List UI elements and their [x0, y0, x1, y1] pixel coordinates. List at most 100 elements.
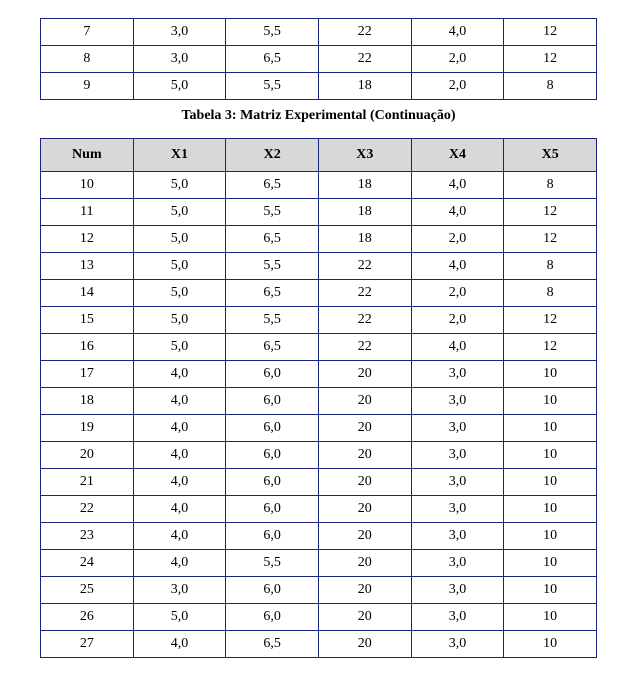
table-cell: 5,0 — [133, 73, 226, 100]
table-cell: 6,5 — [226, 280, 319, 307]
column-header: X1 — [133, 139, 226, 172]
table-cell: 20 — [318, 550, 411, 577]
table-cell: 20 — [318, 496, 411, 523]
table-row: 224,06,0203,010 — [41, 496, 597, 523]
table-cell: 20 — [318, 388, 411, 415]
table-cell: 12 — [504, 307, 597, 334]
table-cell: 19 — [41, 415, 134, 442]
table-cell: 4,0 — [133, 550, 226, 577]
table-cell: 3,0 — [411, 469, 504, 496]
table-cell: 4,0 — [411, 199, 504, 226]
table-cell: 20 — [318, 631, 411, 658]
table-cell: 12 — [504, 19, 597, 46]
table-cell: 10 — [504, 469, 597, 496]
table-row: 184,06,0203,010 — [41, 388, 597, 415]
table-cell: 6,0 — [226, 442, 319, 469]
table-cell: 10 — [504, 523, 597, 550]
table-cell: 2,0 — [411, 73, 504, 100]
table-cell: 10 — [504, 361, 597, 388]
table-cell: 6,0 — [226, 604, 319, 631]
table-cell: 11 — [41, 199, 134, 226]
table-cell: 3,0 — [411, 523, 504, 550]
table-cell: 5,0 — [133, 280, 226, 307]
table-cell: 20 — [318, 604, 411, 631]
table-cell: 3,0 — [133, 19, 226, 46]
table-cell: 4,0 — [133, 415, 226, 442]
table-cell: 3,0 — [411, 631, 504, 658]
table-cell: 5,0 — [133, 334, 226, 361]
table-cell: 20 — [318, 442, 411, 469]
table-cell: 3,0 — [133, 46, 226, 73]
column-header: X2 — [226, 139, 319, 172]
table-cell: 5,0 — [133, 253, 226, 280]
table-cell: 21 — [41, 469, 134, 496]
table-cell: 8 — [41, 46, 134, 73]
table-row: 95,05,5182,08 — [41, 73, 597, 100]
table-row: 125,06,5182,012 — [41, 226, 597, 253]
table-cell: 3,0 — [411, 577, 504, 604]
table-cell: 22 — [318, 280, 411, 307]
table-cell: 6,5 — [226, 226, 319, 253]
table-cell: 6,5 — [226, 172, 319, 199]
table-cell: 6,5 — [226, 631, 319, 658]
table-cell: 22 — [318, 253, 411, 280]
table-cell: 10 — [504, 496, 597, 523]
table-cell: 12 — [504, 199, 597, 226]
table-cell: 10 — [504, 550, 597, 577]
table-cell: 20 — [318, 577, 411, 604]
table-cell: 10 — [504, 577, 597, 604]
table-row: 73,05,5224,012 — [41, 19, 597, 46]
table-row: 83,06,5222,012 — [41, 46, 597, 73]
main-table: NumX1X2X3X4X5 105,06,5184,08115,05,5184,… — [40, 138, 597, 658]
table-cell: 18 — [318, 199, 411, 226]
table-cell: 27 — [41, 631, 134, 658]
table-cell: 5,0 — [133, 604, 226, 631]
table-row: 145,06,5222,08 — [41, 280, 597, 307]
table-cell: 22 — [41, 496, 134, 523]
table-cell: 4,0 — [133, 388, 226, 415]
table-cell: 6,0 — [226, 577, 319, 604]
table-cell: 10 — [504, 604, 597, 631]
table-cell: 5,5 — [226, 73, 319, 100]
table-cell: 12 — [504, 226, 597, 253]
table-row: 174,06,0203,010 — [41, 361, 597, 388]
table-row: 274,06,5203,010 — [41, 631, 597, 658]
table-cell: 2,0 — [411, 46, 504, 73]
table-cell: 6,0 — [226, 361, 319, 388]
table-cell: 20 — [318, 523, 411, 550]
table-cell: 4,0 — [411, 172, 504, 199]
table-cell: 6,5 — [226, 334, 319, 361]
table-cell: 3,0 — [411, 442, 504, 469]
table-cell: 18 — [318, 73, 411, 100]
table-cell: 22 — [318, 19, 411, 46]
table-cell: 18 — [318, 226, 411, 253]
table-cell: 5,0 — [133, 199, 226, 226]
table-cell: 6,5 — [226, 46, 319, 73]
table-cell: 8 — [504, 253, 597, 280]
table-cell: 10 — [504, 388, 597, 415]
table-row: 155,05,5222,012 — [41, 307, 597, 334]
table-cell: 16 — [41, 334, 134, 361]
table-row: 234,06,0203,010 — [41, 523, 597, 550]
table-cell: 4,0 — [133, 361, 226, 388]
table-cell: 4,0 — [133, 469, 226, 496]
table-cell: 4,0 — [133, 442, 226, 469]
table-row: 105,06,5184,08 — [41, 172, 597, 199]
table-cell: 5,0 — [133, 226, 226, 253]
column-header: Num — [41, 139, 134, 172]
table-cell: 8 — [504, 280, 597, 307]
table-caption: Tabela 3: Matriz Experimental (Continuaç… — [40, 108, 597, 124]
column-header: X3 — [318, 139, 411, 172]
table-cell: 5,0 — [133, 307, 226, 334]
table-cell: 23 — [41, 523, 134, 550]
table-row: 204,06,0203,010 — [41, 442, 597, 469]
table-cell: 2,0 — [411, 307, 504, 334]
table-row: 265,06,0203,010 — [41, 604, 597, 631]
table-cell: 10 — [41, 172, 134, 199]
table-cell: 3,0 — [411, 415, 504, 442]
table-cell: 3,0 — [411, 496, 504, 523]
table-cell: 4,0 — [133, 496, 226, 523]
table-row: 253,06,0203,010 — [41, 577, 597, 604]
table-cell: 5,5 — [226, 253, 319, 280]
table-cell: 22 — [318, 307, 411, 334]
